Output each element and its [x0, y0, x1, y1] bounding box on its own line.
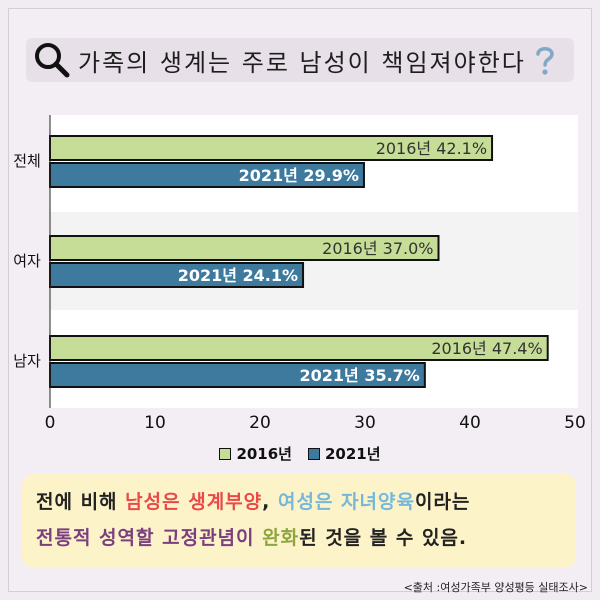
x-tick-label-5: 50	[564, 413, 586, 433]
summary-highlight-men: 남성은 생계부양	[125, 491, 263, 513]
summary-note: 전에 비해 남성은 생계부양, 여성은 자녀양육이라는 전통적 성역할 고정관념…	[22, 474, 576, 568]
title-box: 가족의 생계는 주로 남성이 책임져야한다	[26, 38, 574, 82]
page-title: 가족의 생계는 주로 남성이 책임져야한다	[78, 48, 526, 77]
category-label-0: 전체	[13, 152, 41, 170]
bar-chart: 2016년 42.1% 2021년 29.9% 2016년 37.0% 2021년 2…	[13, 115, 586, 433]
source-citation: <출처 :여성가족부 양성평등 실태조사>	[403, 581, 588, 594]
legend-item-2016: 2016년	[219, 443, 292, 464]
bar-2021-2	[49, 362, 426, 388]
legend: 2016년 2021년	[0, 443, 600, 464]
legend-swatch-2021	[308, 447, 320, 460]
category-label-1: 여자	[13, 252, 41, 270]
bar-label-2016-0: 2016년 42.1%	[376, 139, 487, 158]
summary-highlight-relaxed: 완화	[262, 527, 300, 549]
summary-highlight-women: 여성은 자녀양육	[277, 491, 415, 513]
legend-label-2021: 2021년	[325, 445, 381, 463]
bar-2016-1	[49, 235, 440, 261]
category-label-2: 남자	[13, 352, 41, 370]
bar-label-2016-2: 2016년 47.4%	[431, 339, 542, 358]
summary-text: 전에 비해	[36, 491, 126, 513]
x-tick-label-1: 10	[144, 413, 166, 433]
x-tick-label-0: 0	[45, 413, 56, 433]
bar-label-2021-1: 2021년 24.1%	[178, 266, 298, 285]
search-icon	[35, 43, 70, 78]
bar-2021-1	[49, 262, 305, 288]
bar-label-2016-1: 2016년 37.0%	[322, 239, 433, 258]
bar-2016-2	[49, 335, 549, 361]
summary-highlight-stereotype: 전통적 성역할 고정관념이	[36, 527, 263, 549]
summary-text: ,	[262, 491, 278, 513]
summary-text: 이라는	[414, 491, 471, 513]
summary-line-2: 전통적 성역할 고정관념이 완화된 것을 볼 수 있음.	[36, 520, 562, 556]
question-mark-icon	[536, 47, 554, 75]
legend-label-2016: 2016년	[236, 445, 292, 463]
summary-text: 된 것을 볼 수 있음.	[299, 527, 468, 549]
legend-item-2021: 2021년	[308, 443, 381, 464]
bar-label-2021-0: 2021년 29.9%	[239, 166, 359, 185]
bar-label-2021-2: 2021년 35.7%	[300, 366, 420, 385]
x-tick-label-3: 30	[354, 413, 376, 433]
legend-swatch-2016	[219, 447, 232, 460]
x-tick-label-2: 20	[249, 413, 271, 433]
x-tick-label-4: 40	[459, 413, 481, 433]
summary-line-1: 전에 비해 남성은 생계부양, 여성은 자녀양육이라는	[36, 484, 562, 520]
